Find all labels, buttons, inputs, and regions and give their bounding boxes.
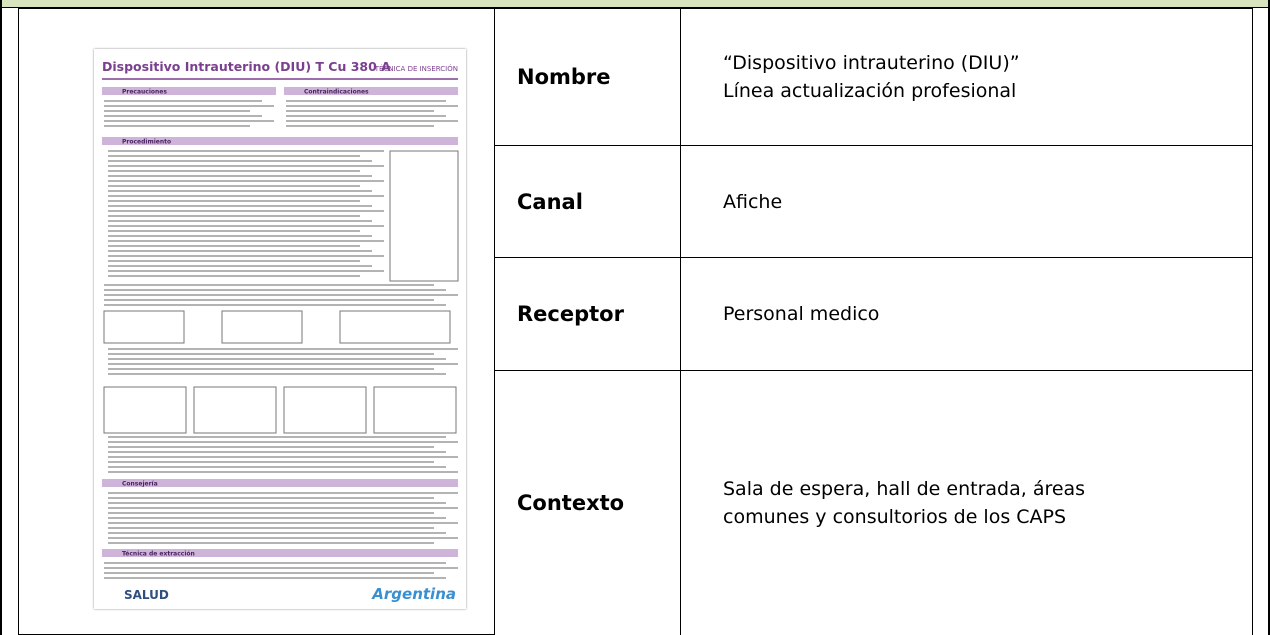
value-text: “Dispositivo intrauterino (DIU)”	[723, 52, 1020, 74]
figure-box	[103, 386, 187, 434]
section-bar	[102, 479, 458, 487]
figure-box	[373, 386, 457, 434]
label-text: Canal	[517, 189, 583, 214]
poster-title: Dispositivo Intrauterino (DIU) T Cu 380 …	[102, 59, 391, 74]
section-title: Contraindicaciones	[304, 89, 369, 96]
section-bar	[102, 87, 276, 95]
figure-box	[103, 310, 185, 344]
section-title: Procedimiento	[122, 139, 171, 146]
value-text: Línea actualización profesional	[723, 80, 1017, 102]
section-title: Precauciones	[122, 89, 167, 96]
section-bar	[102, 137, 458, 145]
row-value: Personal medico	[680, 257, 1253, 371]
row-label: Nombre	[494, 8, 681, 146]
logo: Argentina	[371, 585, 456, 603]
row-value: “Dispositivo intrauterino (DIU)” Línea ac…	[680, 8, 1253, 146]
row-value: Afiche	[680, 145, 1253, 258]
figure-box	[389, 150, 459, 282]
value-text: Afiche	[723, 190, 783, 213]
section-title: Consejería	[122, 481, 158, 488]
figure-box	[193, 386, 277, 434]
poster-subtitle: TÉCNICA DE INSERCIÓN	[374, 64, 458, 73]
row-label: Canal	[494, 145, 681, 258]
section-bar	[102, 549, 458, 557]
section-bar	[284, 87, 458, 95]
figure-box	[339, 310, 451, 344]
poster: Dispositivo Intrauterino (DIU) T Cu 380 …	[94, 49, 466, 609]
value-text: comunes y consultorios de los CAPS	[723, 506, 1067, 528]
value-text: Personal medico	[723, 303, 880, 325]
row-value: Sala de espera, hall de entrada, áreas co…	[680, 370, 1253, 635]
figure-box	[283, 386, 367, 434]
label-text: Receptor	[517, 302, 624, 326]
row-label: Receptor	[494, 257, 681, 371]
section-title: Técnica de extracción	[122, 551, 195, 558]
figure-box	[221, 310, 303, 344]
image-cell: Dispositivo Intrauterino (DIU) T Cu 380 …	[18, 8, 495, 635]
label-text: Nombre	[517, 65, 611, 89]
row-label: Contexto	[494, 370, 681, 635]
label-text: Contexto	[517, 491, 625, 515]
header-band	[0, 0, 1270, 8]
logo: SALUD	[124, 588, 169, 602]
value-text: Sala de espera, hall de entrada, áreas	[723, 478, 1086, 500]
